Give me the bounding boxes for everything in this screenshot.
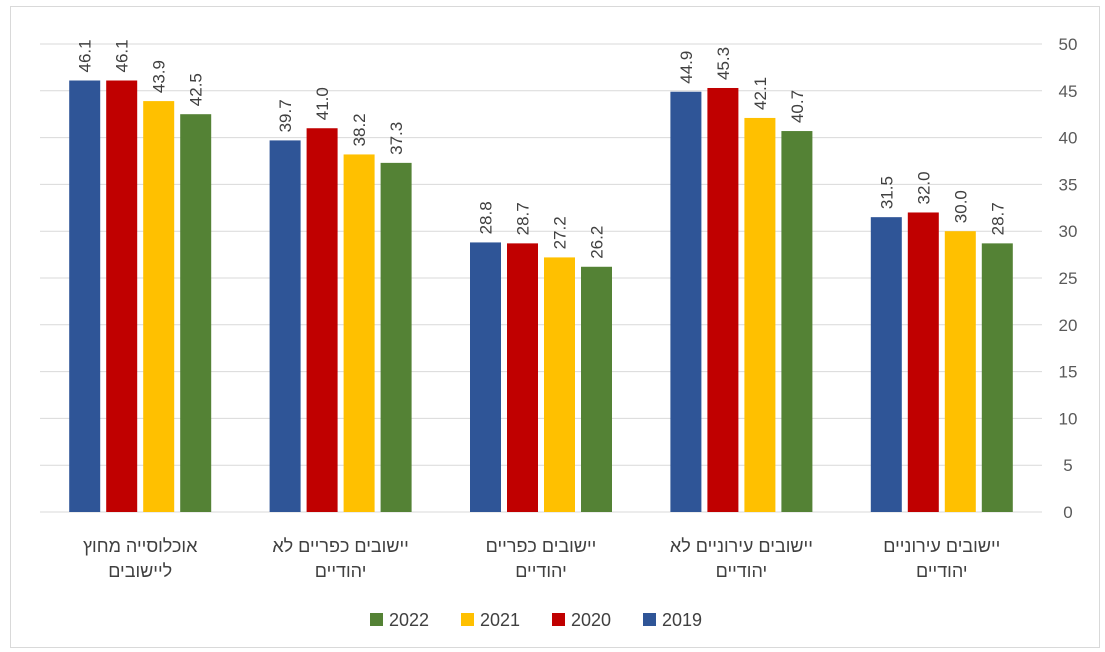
data-label: 28.7 <box>988 202 1007 235</box>
legend-label: 2021 <box>480 610 520 630</box>
data-label: 42.1 <box>751 77 770 110</box>
y-tick-label: 50 <box>1059 35 1078 54</box>
bar <box>470 242 501 512</box>
bar <box>306 128 338 513</box>
data-label: 32.0 <box>914 171 933 204</box>
y-tick-label: 35 <box>1059 175 1078 194</box>
category-label: יהודיים <box>916 561 968 581</box>
y-tick-label: 25 <box>1059 269 1078 288</box>
bar <box>981 243 1013 513</box>
data-label: 28.7 <box>514 202 533 235</box>
data-label: 37.3 <box>387 122 406 155</box>
data-label: 26.2 <box>588 226 607 259</box>
legend-swatch <box>552 613 565 626</box>
bar <box>544 257 575 512</box>
category-label: יישובים עירוניים לא <box>670 536 813 556</box>
bar <box>143 101 175 512</box>
category-label: יהודיים <box>315 561 367 581</box>
bar <box>944 231 976 512</box>
legend-label: 2019 <box>662 610 702 630</box>
legend-label: 2022 <box>389 610 429 630</box>
y-tick-label: 15 <box>1059 363 1078 382</box>
category-label: יהודיים <box>716 561 768 581</box>
category-label: יישובים עירוניים <box>883 536 1000 556</box>
y-tick-label: 40 <box>1059 129 1078 148</box>
y-tick-label: 10 <box>1059 409 1078 428</box>
data-label: 46.1 <box>113 39 132 72</box>
bar <box>380 162 412 512</box>
data-label: 40.7 <box>788 90 807 123</box>
data-label: 44.9 <box>677 51 696 84</box>
bar <box>670 91 702 513</box>
bar <box>69 80 101 512</box>
bar <box>707 87 739 512</box>
y-tick-label: 30 <box>1059 222 1078 241</box>
category-label: יהודיים <box>515 561 567 581</box>
data-label: 38.2 <box>350 113 369 146</box>
y-tick-label: 45 <box>1059 82 1078 101</box>
bar <box>907 212 939 513</box>
bar <box>343 154 375 512</box>
data-label: 30.0 <box>951 190 970 223</box>
category-label: יישובים כפריים לא <box>272 536 409 556</box>
data-label: 41.0 <box>313 87 332 120</box>
y-tick-label: 5 <box>1063 456 1072 475</box>
legend-swatch <box>643 613 656 626</box>
data-label: 27.2 <box>551 216 570 249</box>
bar <box>269 140 301 512</box>
legend-label: 2020 <box>571 610 611 630</box>
legend-swatch <box>370 613 383 626</box>
data-label: 28.8 <box>477 201 496 234</box>
legend-swatch <box>461 613 474 626</box>
data-label: 45.3 <box>714 47 733 80</box>
data-label: 46.1 <box>76 39 95 72</box>
y-tick-label: 0 <box>1063 503 1072 522</box>
bar <box>581 266 612 512</box>
bar <box>180 114 212 512</box>
y-tick-label: 20 <box>1059 316 1078 335</box>
data-label: 43.9 <box>150 60 169 93</box>
data-label: 31.5 <box>877 176 896 209</box>
data-label: 42.5 <box>187 73 206 106</box>
bar <box>507 243 538 513</box>
bar <box>744 117 776 512</box>
category-label: יישובים כפריים <box>486 536 597 556</box>
category-label: אוכלוסייה מחוץ <box>83 536 198 556</box>
bar <box>870 217 902 512</box>
category-label: ליישובים <box>108 561 172 581</box>
data-label: 39.7 <box>276 99 295 132</box>
bar <box>106 80 138 512</box>
bar <box>781 131 813 512</box>
